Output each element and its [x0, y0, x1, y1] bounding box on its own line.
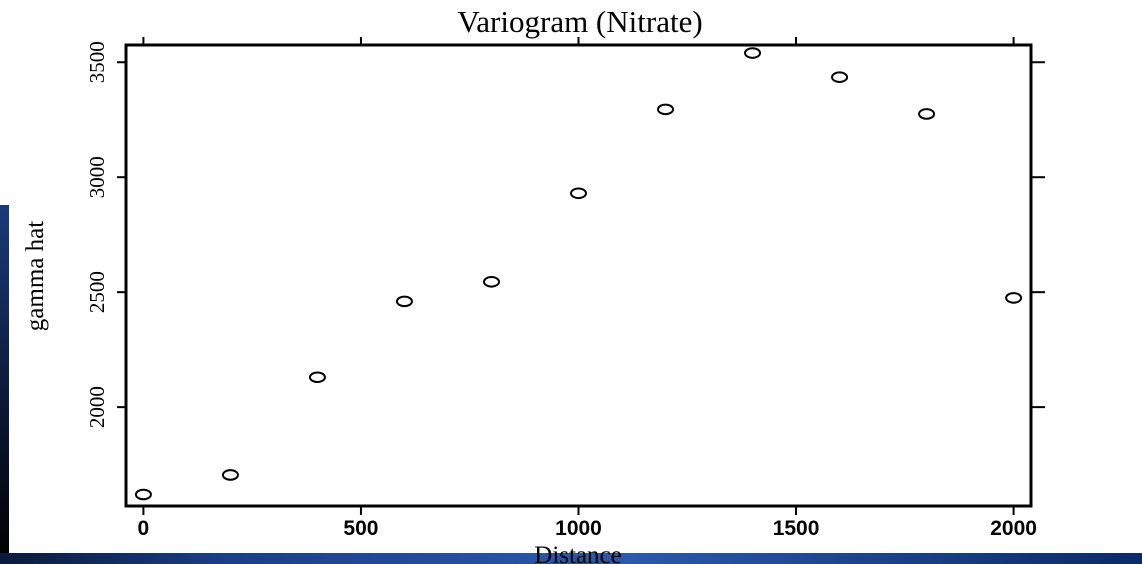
- y-tick-label: 3000: [85, 156, 109, 198]
- x-tick-label: 1000: [555, 517, 602, 540]
- x-tick-label: 1500: [773, 517, 820, 540]
- x-axis-label: Distance: [534, 542, 621, 564]
- data-point: [395, 295, 413, 308]
- bottom-accent-bar: [0, 553, 1142, 564]
- left-accent-bar: [0, 205, 9, 564]
- y-axis-label: gamma hat: [22, 221, 49, 331]
- data-point: [134, 488, 152, 501]
- y-tick-label: 2000: [85, 386, 109, 428]
- data-point: [918, 108, 936, 120]
- y-ticks: 2000 2500 3000 3500: [85, 41, 1045, 428]
- x-tick-label: 500: [343, 517, 378, 540]
- data-point: [1005, 292, 1023, 304]
- data-point: [570, 187, 587, 200]
- chart-title: Variogram (Nitrate): [457, 4, 702, 39]
- x-tick-label: 2000: [990, 517, 1037, 540]
- data-point: [221, 469, 239, 481]
- data-point: [657, 103, 675, 116]
- y-tick-label: 2500: [85, 271, 109, 313]
- y-tick-label: 3500: [85, 41, 109, 83]
- plot-frame: [124, 43, 1033, 508]
- data-point: [308, 371, 326, 384]
- data-point: [744, 47, 762, 59]
- x-tick-label: 0: [138, 517, 150, 540]
- data-point: [482, 276, 500, 288]
- x-ticks: 0 500 1000 1500 2000: [138, 37, 1037, 540]
- data-point: [831, 71, 849, 83]
- data-points: [134, 47, 1023, 501]
